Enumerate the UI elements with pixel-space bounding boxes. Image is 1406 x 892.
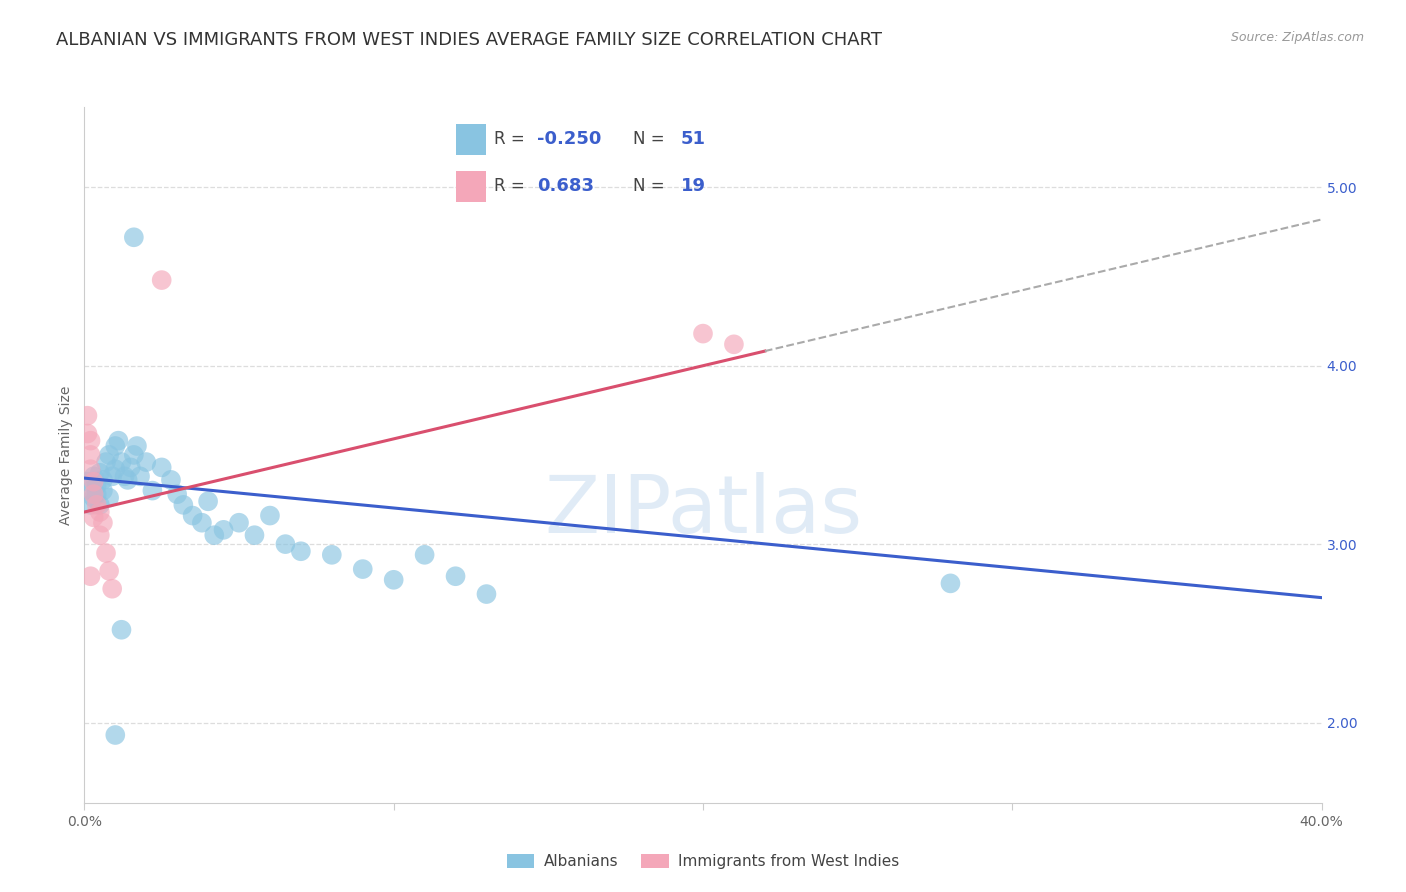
Point: [110, 623, 132, 637]
Point: [191, 516, 214, 530]
Point: [76, 475, 98, 489]
Point: [197, 494, 219, 508]
Point: [135, 455, 157, 469]
Point: [79, 462, 101, 476]
Point: [150, 460, 173, 475]
Text: N =: N =: [633, 178, 669, 195]
Point: [79, 448, 101, 462]
Point: [723, 337, 745, 351]
Point: [83, 487, 105, 501]
Text: R =: R =: [494, 178, 536, 195]
Point: [692, 326, 714, 341]
Point: [274, 537, 297, 551]
Point: [89, 528, 111, 542]
Text: 19: 19: [681, 178, 706, 195]
Point: [150, 273, 173, 287]
Text: 51: 51: [681, 130, 706, 148]
Text: ALBANIAN VS IMMIGRANTS FROM WEST INDIES AVERAGE FAMILY SIZE CORRELATION CHART: ALBANIAN VS IMMIGRANTS FROM WEST INDIES …: [56, 31, 882, 49]
Point: [107, 434, 129, 448]
Legend: Albanians, Immigrants from West Indies: Albanians, Immigrants from West Indies: [501, 848, 905, 875]
Point: [79, 483, 101, 498]
Point: [382, 573, 405, 587]
Point: [98, 448, 121, 462]
Point: [212, 523, 235, 537]
Point: [321, 548, 343, 562]
Point: [101, 469, 124, 483]
Point: [290, 544, 312, 558]
Point: [104, 462, 127, 476]
Point: [141, 483, 163, 498]
Point: [129, 469, 152, 483]
FancyBboxPatch shape: [456, 124, 486, 154]
Point: [120, 460, 142, 475]
Point: [202, 528, 225, 542]
Point: [83, 475, 105, 489]
Text: -0.250: -0.250: [537, 130, 602, 148]
Point: [79, 569, 101, 583]
Point: [98, 491, 121, 505]
Text: R =: R =: [494, 130, 530, 148]
Text: 0.683: 0.683: [537, 178, 595, 195]
Point: [104, 439, 127, 453]
Point: [114, 469, 136, 483]
Point: [86, 487, 108, 501]
Point: [122, 230, 145, 244]
FancyBboxPatch shape: [456, 171, 486, 202]
Point: [117, 473, 139, 487]
Point: [939, 576, 962, 591]
Point: [110, 455, 132, 469]
Y-axis label: Average Family Size: Average Family Size: [59, 385, 73, 524]
Text: N =: N =: [633, 130, 669, 148]
Point: [228, 516, 250, 530]
Point: [94, 546, 117, 560]
Point: [181, 508, 204, 523]
Point: [79, 498, 101, 512]
Point: [89, 505, 111, 519]
Text: ZIPatlas: ZIPatlas: [544, 472, 862, 549]
Point: [89, 498, 111, 512]
Point: [91, 473, 114, 487]
Point: [101, 582, 124, 596]
Point: [444, 569, 467, 583]
Point: [76, 409, 98, 423]
Point: [76, 426, 98, 441]
Point: [125, 439, 148, 453]
Point: [86, 478, 108, 492]
Point: [413, 548, 436, 562]
Point: [352, 562, 374, 576]
Point: [79, 434, 101, 448]
Point: [243, 528, 266, 542]
Point: [166, 487, 188, 501]
Point: [91, 516, 114, 530]
Point: [259, 508, 281, 523]
Point: [160, 473, 183, 487]
Point: [475, 587, 498, 601]
Point: [83, 491, 105, 505]
Point: [122, 448, 145, 462]
Point: [86, 498, 108, 512]
Point: [83, 510, 105, 524]
Point: [94, 455, 117, 469]
Point: [83, 469, 105, 483]
Point: [89, 466, 111, 480]
Point: [91, 483, 114, 498]
Text: Source: ZipAtlas.com: Source: ZipAtlas.com: [1230, 31, 1364, 45]
Point: [104, 728, 127, 742]
Point: [98, 564, 121, 578]
Point: [172, 498, 194, 512]
